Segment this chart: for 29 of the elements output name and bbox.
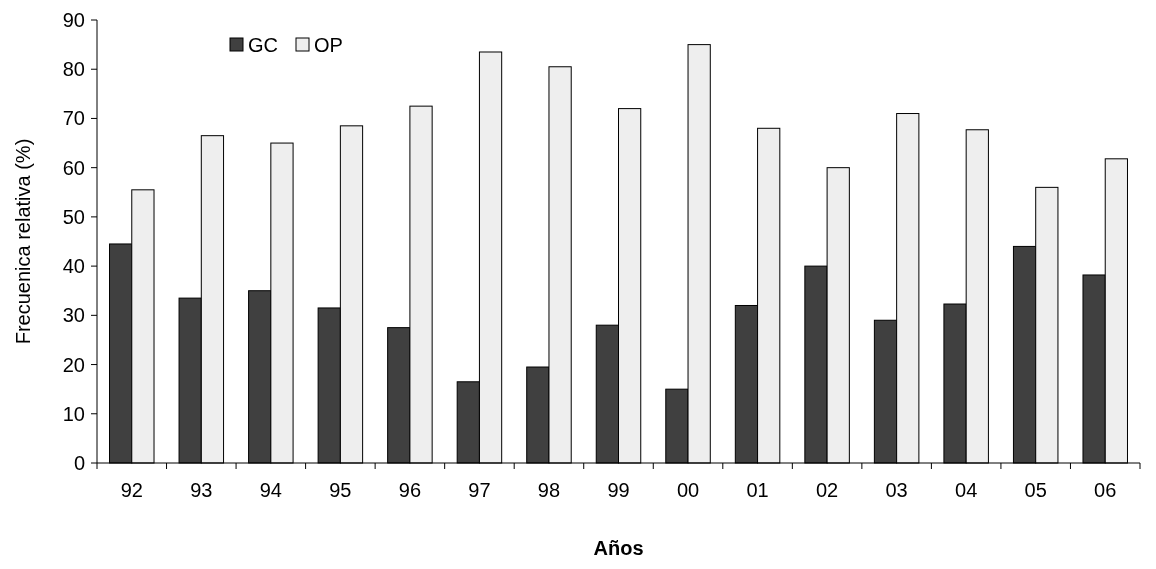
y-tick-label: 40 (62, 255, 85, 278)
x-tick-label: 05 (1024, 479, 1047, 501)
x-axis-title: Años (593, 537, 644, 559)
x-tick-label: 01 (746, 479, 769, 501)
x-tick-label: 93 (190, 479, 213, 501)
y-tick-label: 70 (62, 107, 85, 130)
legend-label: OP (314, 34, 343, 56)
y-tick-label: 50 (62, 205, 85, 228)
x-tick-label: 96 (398, 479, 422, 501)
x-tick-label: 06 (1094, 479, 1117, 501)
y-tick-label: 60 (62, 156, 85, 179)
y-tick-label: 90 (62, 9, 85, 31)
legend-label: GC (248, 34, 278, 56)
y-tick-label: 20 (62, 353, 85, 376)
x-tick-label: 97 (468, 479, 491, 501)
x-tick-label: 94 (259, 479, 282, 501)
x-tick-label: 98 (537, 479, 561, 501)
x-tick-label: 92 (120, 479, 143, 501)
y-tick-label: 0 (73, 452, 85, 474)
x-tick-label: 95 (329, 479, 352, 501)
x-tick-label: 03 (885, 479, 908, 501)
x-tick-label: 00 (676, 479, 700, 501)
x-tick-label: 04 (955, 479, 978, 501)
y-axis-title: Frecuenica relativa (%) (12, 138, 34, 345)
x-tick-label: 02 (815, 479, 839, 501)
x-tick-label: 99 (607, 479, 630, 501)
y-tick-label: 10 (62, 402, 85, 425)
y-tick-label: 30 (62, 304, 85, 327)
y-tick-label: 80 (62, 58, 85, 81)
